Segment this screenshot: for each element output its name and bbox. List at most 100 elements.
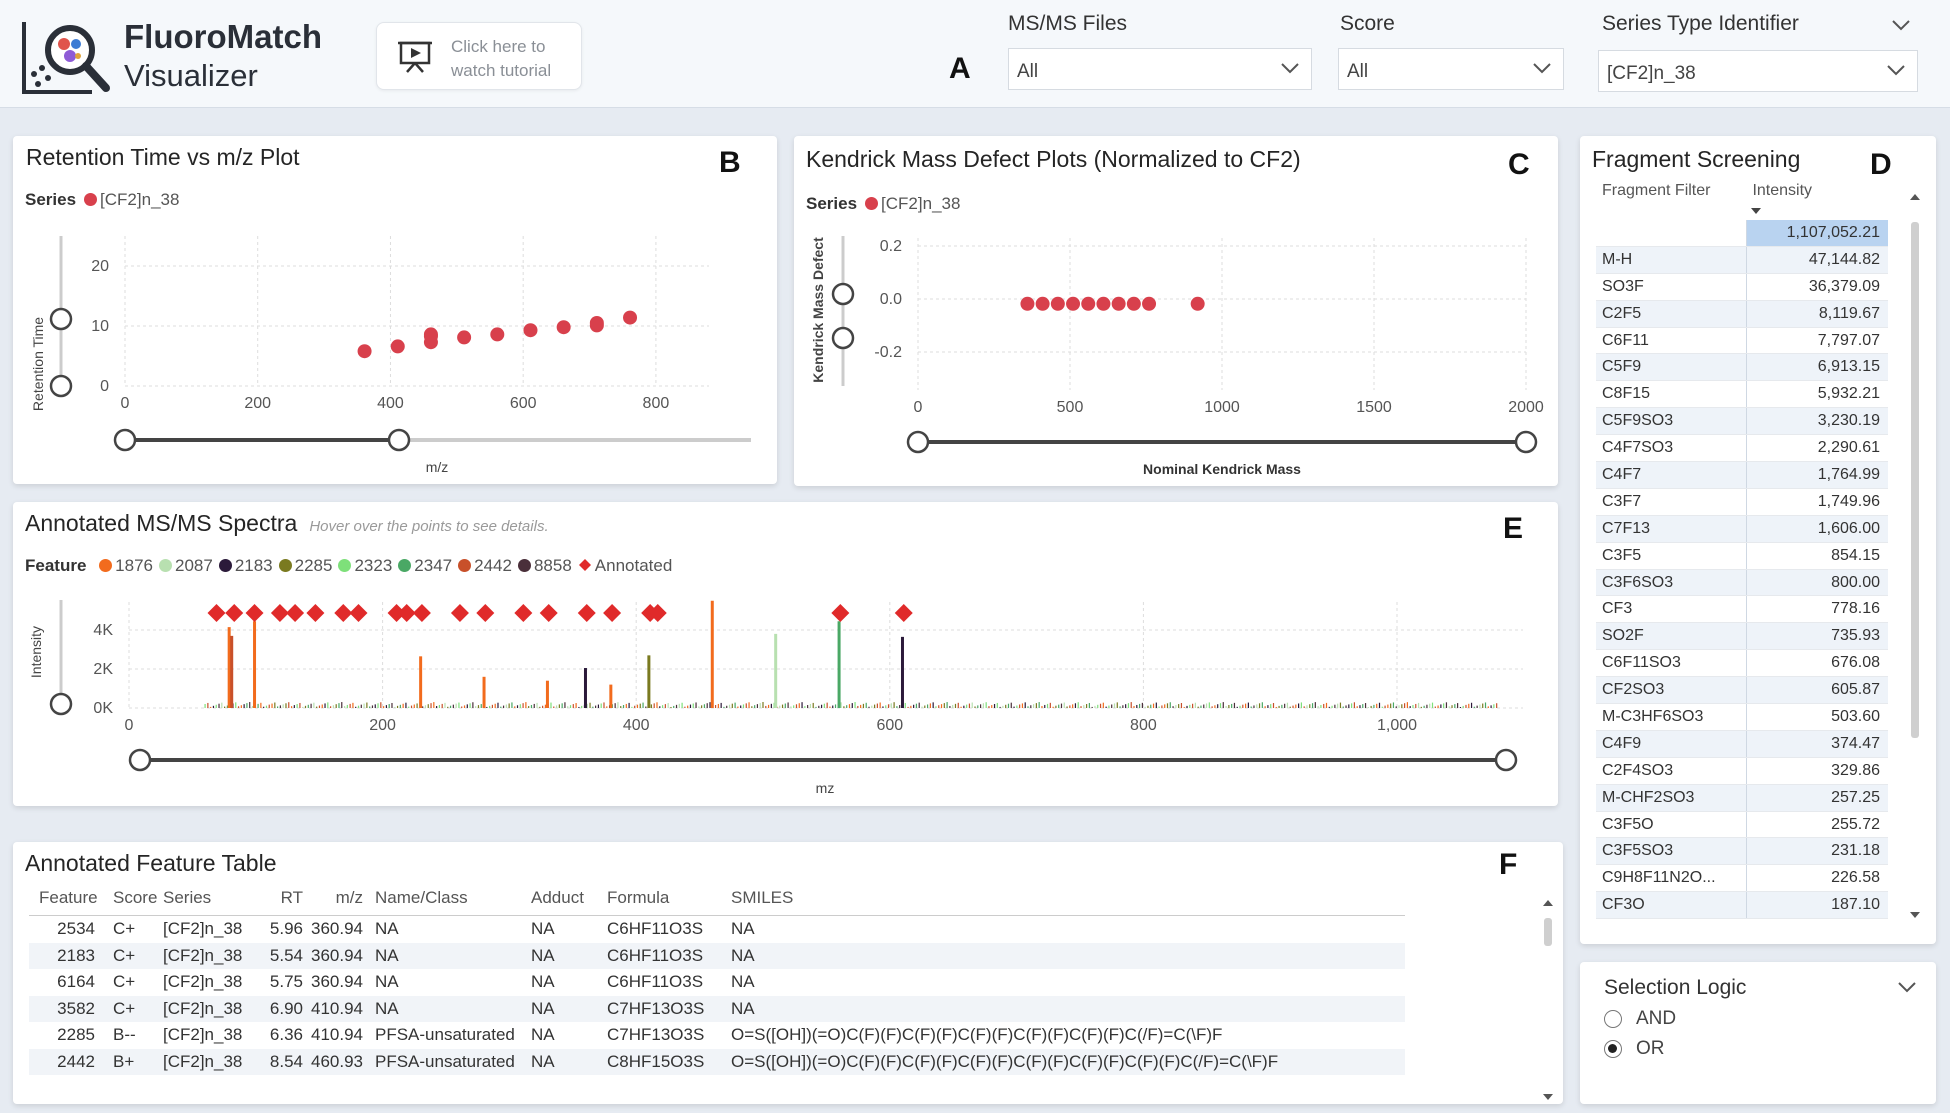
- data-point[interactable]: [1020, 296, 1035, 311]
- fragment-row[interactable]: C5F9SO3 3,230.19: [1596, 408, 1888, 436]
- fragment-row[interactable]: C3F5 854.15: [1596, 542, 1888, 570]
- data-point[interactable]: [423, 327, 438, 342]
- annotated-marker[interactable]: [334, 604, 353, 622]
- chevron-down-icon[interactable]: [1896, 976, 1918, 1003]
- y-range-slider-handle[interactable]: [49, 692, 73, 716]
- data-point[interactable]: [623, 310, 638, 325]
- table-row[interactable]: 2285 B-- [CF2]n_38 6.36 410.94 PFSA-unsaturat…: [29, 1022, 1405, 1049]
- table-row[interactable]: 2534 C+ [CF2]n_38 5.96 360.94 NA NA C6HF11O3S NA: [29, 916, 1405, 943]
- column-header-score[interactable]: Score: [113, 888, 158, 907]
- x-range-slider-handle-right[interactable]: [1514, 430, 1538, 454]
- y-range-slider-handle-bottom[interactable]: [49, 374, 73, 398]
- fragment-row[interactable]: M-C3HF6SO3 503.60: [1596, 704, 1888, 731]
- data-point[interactable]: [1111, 296, 1126, 311]
- fragment-row[interactable]: CF2SO3 605.87: [1596, 677, 1888, 705]
- fragment-row[interactable]: C6F11 7,797.07: [1596, 327, 1888, 355]
- y-range-slider-handle-top[interactable]: [49, 307, 73, 331]
- table-row[interactable]: 2183 C+ [CF2]n_38 5.54 360.94 NA NA C6HF11O3S NA: [29, 942, 1405, 969]
- table-row[interactable]: 2442 B+ [CF2]n_38 8.54 460.93 PFSA-unsaturate…: [29, 1048, 1405, 1075]
- fragment-row[interactable]: C6F11SO3 676.08: [1596, 650, 1888, 678]
- annotated-marker[interactable]: [648, 604, 667, 622]
- fragment-row[interactable]: C3F5SO3 231.18: [1596, 838, 1888, 866]
- annotated-marker[interactable]: [225, 604, 244, 622]
- annotated-marker[interactable]: [831, 604, 850, 622]
- data-point[interactable]: [523, 323, 538, 338]
- data-point[interactable]: [589, 316, 604, 330]
- column-header-adduct[interactable]: Adduct: [531, 888, 584, 907]
- fragment-table-scrollbar[interactable]: [1908, 188, 1922, 924]
- legend-feature-1876[interactable]: 1876: [115, 556, 153, 575]
- fragment-row[interactable]: M-CHF2SO3 257.25: [1596, 784, 1888, 812]
- legend-feature-8858[interactable]: 8858: [533, 556, 572, 575]
- fragment-row[interactable]: SO2F 735.93: [1596, 623, 1888, 651]
- radio-or[interactable]: [1604, 1040, 1622, 1058]
- spectra-chart[interactable]: Intensity 0 200 400 600 800 1,000 4K 2K 0K mz: [13, 502, 1558, 806]
- fragment-row[interactable]: C9H8F11N2O... 226.58: [1596, 865, 1888, 893]
- scroll-thumb[interactable]: [1544, 918, 1552, 946]
- fragment-row[interactable]: C4F7 1,764.99: [1596, 462, 1888, 489]
- annotated-marker[interactable]: [349, 604, 368, 622]
- data-point[interactable]: [490, 327, 505, 342]
- legend-feature-2183[interactable]: 2183: [234, 556, 273, 575]
- annotated-marker[interactable]: [412, 604, 431, 622]
- scroll-down-icon[interactable]: [1910, 912, 1920, 918]
- annotated-marker[interactable]: [450, 604, 469, 622]
- column-header-rt[interactable]: RT: [280, 888, 303, 907]
- retention-plot-chart[interactable]: Retention Time 0 200 400 600 800 20 10 0 m/z: [13, 136, 777, 484]
- fragment-row[interactable]: C5F9 6,913.15: [1596, 354, 1888, 382]
- x-range-slider-handle-left[interactable]: [128, 748, 152, 772]
- data-point[interactable]: [1035, 296, 1050, 311]
- score-dropdown[interactable]: All: [1338, 48, 1564, 90]
- annotated-marker[interactable]: [577, 604, 596, 622]
- fragment-filter-column-header[interactable]: Fragment Filter: [1602, 182, 1711, 199]
- legend-annotated[interactable]: Annotated: [594, 556, 673, 575]
- column-header-feature[interactable]: Feature: [39, 888, 98, 907]
- legend-feature-2442[interactable]: 2442: [474, 556, 512, 575]
- data-point[interactable]: [556, 320, 571, 335]
- scroll-thumb[interactable]: [1911, 222, 1919, 738]
- data-point[interactable]: [357, 344, 372, 359]
- fragment-row[interactable]: C7F13 1,606.00: [1596, 515, 1888, 543]
- fragment-row[interactable]: CF3O 187.10: [1596, 892, 1888, 920]
- chevron-down-icon[interactable]: [1890, 14, 1912, 41]
- annotated-marker[interactable]: [894, 604, 913, 622]
- series-type-dropdown[interactable]: [CF2]n_38: [1598, 50, 1918, 92]
- annotated-marker[interactable]: [397, 604, 416, 622]
- msms-files-dropdown[interactable]: All: [1008, 48, 1312, 90]
- fragment-row[interactable]: M-H 47,144.82: [1596, 246, 1888, 274]
- fragment-row[interactable]: C3F7 1,749.96: [1596, 488, 1888, 516]
- column-header-nameclass[interactable]: Name/Class: [375, 888, 468, 907]
- column-header-formula[interactable]: Formula: [607, 888, 670, 907]
- fragment-row[interactable]: SO3F 36,379.09: [1596, 273, 1888, 301]
- x-range-slider-handle-right[interactable]: [1494, 748, 1518, 772]
- fragment-row[interactable]: C3F6SO3 800.00: [1596, 569, 1888, 597]
- data-point[interactable]: [1066, 296, 1081, 311]
- annotated-marker[interactable]: [387, 604, 406, 622]
- data-point[interactable]: [457, 330, 472, 345]
- annotated-marker[interactable]: [270, 604, 289, 622]
- fragment-row[interactable]: C4F9 374.47: [1596, 730, 1888, 758]
- scroll-down-icon[interactable]: [1543, 1094, 1553, 1100]
- kendrick-plot-chart[interactable]: Kendrick Mass Defect 0 500 1000 1500 2000 0.2…: [794, 136, 1558, 486]
- fragment-row[interactable]: 1,107,052.21: [1596, 220, 1888, 247]
- annotated-marker[interactable]: [603, 604, 622, 622]
- x-range-slider-handle-right[interactable]: [387, 428, 411, 452]
- y-range-slider-handle-top[interactable]: [831, 282, 855, 306]
- legend-feature-2285[interactable]: 2285: [294, 556, 333, 575]
- scroll-up-icon[interactable]: [1910, 194, 1920, 200]
- fragment-row[interactable]: C2F4SO3 329.86: [1596, 757, 1888, 785]
- annotated-marker[interactable]: [306, 604, 325, 622]
- legend-feature-2347[interactable]: 2347: [414, 556, 453, 575]
- annotated-marker[interactable]: [476, 604, 495, 622]
- legend-feature-2323[interactable]: 2323: [354, 556, 393, 575]
- annotated-marker[interactable]: [514, 604, 533, 622]
- x-range-slider-handle-left[interactable]: [113, 428, 137, 452]
- data-point[interactable]: [1126, 296, 1141, 311]
- fragment-row[interactable]: C4F7SO3 2,290.61: [1596, 435, 1888, 463]
- fragment-row[interactable]: CF3 778.16: [1596, 596, 1888, 624]
- intensity-column-header[interactable]: Intensity: [1752, 182, 1813, 199]
- column-header-series[interactable]: Series: [163, 888, 212, 907]
- data-point[interactable]: [1142, 296, 1157, 311]
- annotated-marker[interactable]: [539, 604, 558, 622]
- annotated-marker[interactable]: [286, 604, 305, 622]
